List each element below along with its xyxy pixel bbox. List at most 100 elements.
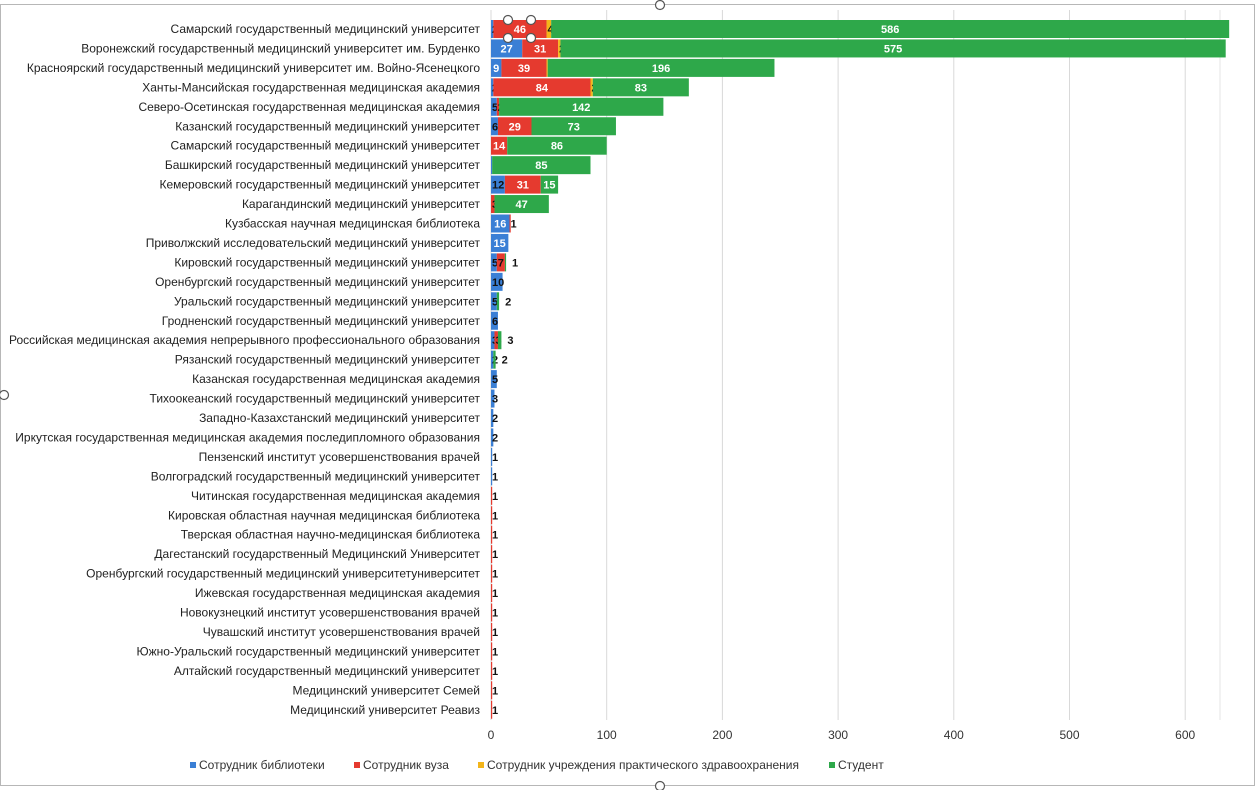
category-label: Кузбасская научная медицинская библиотек… [225,217,480,231]
bar-segment[interactable] [501,58,547,77]
bar-segment[interactable] [491,700,493,719]
bar-segment[interactable] [499,97,664,116]
bar-segment[interactable] [522,39,559,58]
bar-segment[interactable] [507,136,607,155]
bar-segment[interactable] [540,175,559,194]
data-label: 83 [635,82,647,94]
bar-segment[interactable] [491,311,498,330]
data-label: 9 [493,63,499,75]
bar-segment[interactable] [547,58,775,77]
data-label: 5 [492,257,498,269]
bar-segment[interactable] [509,214,511,233]
bar-segment[interactable] [491,545,493,564]
category-label: Южно-Уральский государственный медицинск… [137,644,481,658]
bar-segment[interactable] [491,603,493,622]
bar-segment[interactable] [558,39,561,58]
bar-segment[interactable] [491,370,497,389]
bar-segment[interactable] [491,584,493,603]
legend-item[interactable]: Сотрудник учреждения практического здрав… [487,758,799,772]
data-label: 31 [517,180,529,192]
bar-segment[interactable] [491,58,502,77]
bar-segment[interactable] [491,97,497,116]
legend-swatch [190,762,196,768]
point-handle[interactable] [502,32,514,44]
data-label: 16 [494,219,506,231]
bar-segment[interactable] [496,292,500,311]
bar-segment[interactable] [491,272,503,291]
bar-segment[interactable] [491,156,493,175]
legend-swatch [829,762,835,768]
bar-segment[interactable] [491,253,497,272]
bar-segment[interactable] [592,78,689,97]
bar-segment[interactable] [491,467,493,486]
bar-segment[interactable] [491,525,493,544]
point-handle[interactable] [525,14,537,26]
bar-segment[interactable] [491,195,495,214]
bar-segment[interactable] [491,136,508,155]
category-label: Красноярский государственный медицинский… [27,61,480,75]
bar-segment[interactable] [493,78,591,97]
data-label: 1 [492,510,498,522]
bar-segment[interactable] [491,233,509,252]
bar-segment[interactable] [492,156,591,175]
bar-segment[interactable] [491,117,498,136]
bar-segment[interactable] [491,661,493,680]
bar-segment[interactable] [491,39,523,58]
bar-segment[interactable] [497,331,502,350]
bar-segment[interactable] [491,428,494,447]
bar-segment[interactable] [491,350,494,369]
bar-segment[interactable] [560,39,1226,58]
bar-segment[interactable] [491,214,510,233]
bar-segment[interactable] [491,292,497,311]
data-label: 6 [492,316,498,328]
data-label: 1 [492,646,498,658]
resize-handle[interactable] [654,0,666,11]
resize-handle[interactable] [0,389,10,401]
data-label: 2 [492,413,498,425]
bar-segment[interactable] [494,331,498,350]
bar-segment[interactable] [546,20,552,38]
point-handle[interactable] [525,32,537,44]
bar-segment[interactable] [493,350,496,369]
data-label: 1 [492,549,498,561]
bar-segment[interactable] [491,681,493,700]
bar-segment[interactable] [494,195,549,214]
legend-item[interactable]: Сотрудник вуза [363,758,449,772]
bar-segment[interactable] [491,447,493,466]
bar-segment[interactable] [590,78,593,97]
x-tick-label: 200 [712,728,732,742]
bar-segment[interactable] [491,564,493,583]
legend-item[interactable]: Студент [838,758,884,772]
category-label: Гродненский государственный медицинский … [162,314,481,328]
data-label: 3 [507,335,513,347]
bar-segment[interactable] [491,78,494,97]
bar-segment[interactable] [546,58,548,77]
legend-item[interactable]: Сотрудник библиотеки [199,758,325,772]
bar-segment[interactable] [491,20,494,38]
bar-segment[interactable] [491,642,493,661]
category-label: Рязанский государственный медицинский ун… [175,353,481,367]
bar-segment[interactable] [491,175,505,194]
bar-segment[interactable] [496,253,505,272]
data-label: 1 [492,569,498,581]
bar-segment[interactable] [491,622,493,641]
bar-segment[interactable] [497,117,532,136]
point-handle[interactable] [502,14,514,26]
legend[interactable]: Сотрудник библиотеки Сотрудник вуза Сотруд… [190,758,884,772]
data-label: 31 [534,43,546,55]
bar-segment[interactable] [491,409,494,427]
data-label: 1 [512,257,518,269]
bar-segment[interactable] [491,331,495,350]
bar-segment[interactable] [491,486,493,505]
bar-segment[interactable] [551,20,1230,38]
resize-handle[interactable] [654,780,666,792]
bar-segment[interactable] [531,117,616,136]
bar-segment[interactable] [504,175,541,194]
bar-segment[interactable] [504,253,507,272]
category-label: Уральский государственный медицинский ун… [174,294,481,308]
bar-segment[interactable] [491,389,495,408]
bar-segment[interactable] [496,97,500,116]
bar-segment[interactable] [491,506,493,525]
